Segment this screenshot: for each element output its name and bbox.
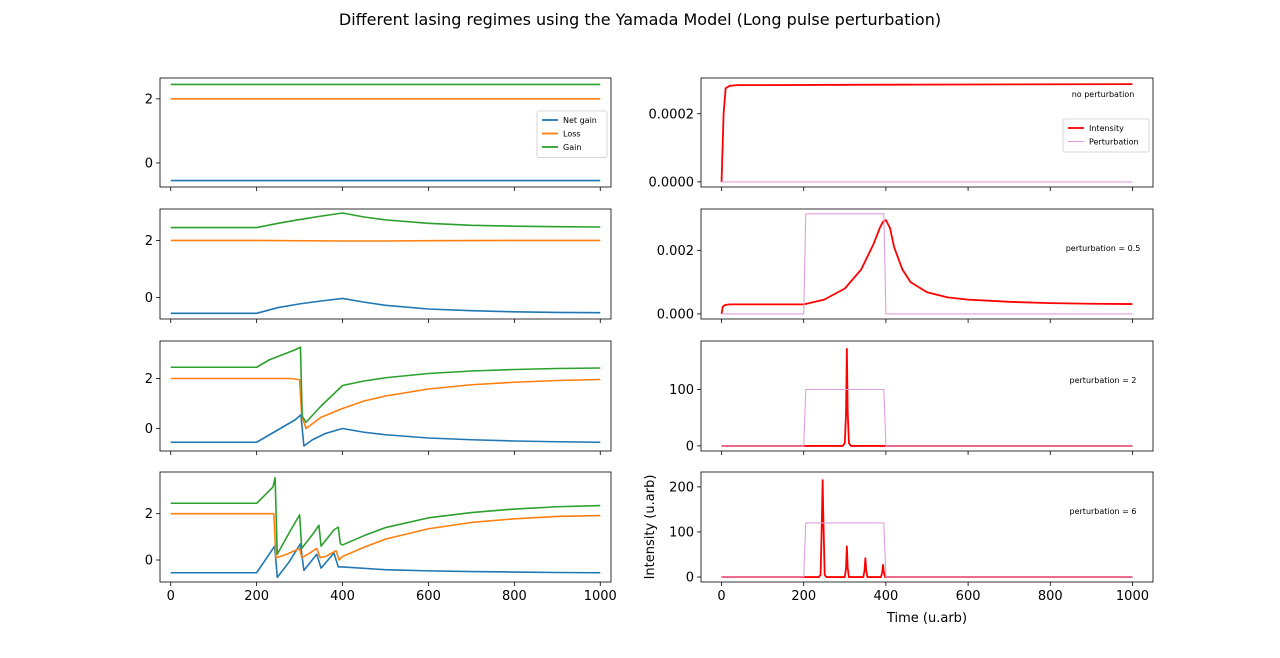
- annotation-text: perturbation = 0.5: [1066, 244, 1141, 253]
- legend-entry: Gain: [563, 143, 581, 152]
- x-tick-label: 800: [502, 589, 527, 604]
- annotation-text: perturbation = 2: [1070, 376, 1137, 385]
- legend: Net gain Loss Gain: [536, 110, 608, 158]
- legend-entry: Intensity: [1089, 124, 1124, 133]
- y-tick-label: 0.000: [657, 307, 694, 322]
- panel-left-1: 02: [145, 208, 612, 323]
- x-tick-label: 600: [956, 589, 981, 604]
- series-line-gain: [170, 212, 601, 229]
- series-group: [170, 83, 601, 182]
- y-tick-label: 0: [686, 439, 694, 454]
- series-group: [170, 212, 601, 315]
- panel-left-3: 0 200 400 600 800 1000 0 2: [145, 471, 617, 604]
- x-tick-label: 400: [330, 589, 355, 604]
- y-tick-label: 0: [145, 156, 153, 171]
- y-axis-title: Intensity (u.arb): [643, 475, 658, 580]
- annotation-text: no perturbation: [1072, 90, 1135, 99]
- y-tick-label: 100: [669, 525, 694, 540]
- series-line-perturbation: [721, 522, 1133, 578]
- legend-entry: Net gain: [563, 116, 597, 125]
- x-tick-label: 400: [873, 589, 898, 604]
- x-tick-label: 0: [717, 589, 725, 604]
- series-group: [721, 479, 1133, 578]
- annotation-text: perturbation = 6: [1070, 507, 1137, 516]
- legend: Intensity Perturbation: [1062, 118, 1150, 153]
- plot-frame: [700, 208, 1154, 320]
- series-line-loss: [170, 239, 601, 242]
- panel-right-3: 0 200 400 600 800 1000 0 100 200 perturbation = 6…: [643, 471, 1154, 626]
- y-tick-label: 0: [145, 291, 153, 306]
- x-tick-label: 0: [167, 589, 175, 604]
- series-line-intensity: [721, 347, 1133, 447]
- y-tick-label: 0: [145, 422, 153, 437]
- legend-entry: Perturbation: [1089, 138, 1139, 147]
- series-line-intensity: [720, 219, 1133, 315]
- plot-frame: [700, 340, 1154, 452]
- series-line-net-gain: [170, 297, 601, 315]
- series-line-perturbation: [721, 388, 1133, 447]
- series-line-loss: [170, 377, 601, 430]
- panel-right-1: 0.000 0.002 perturbation = 0.5: [657, 208, 1154, 323]
- y-tick-label: 0: [686, 571, 694, 586]
- x-tick-label: 600: [416, 589, 441, 604]
- plot-frame: [159, 208, 612, 320]
- series-line-gain: [170, 346, 601, 424]
- plot-frame: [159, 471, 612, 583]
- series-line-net-gain: [170, 542, 601, 579]
- y-tick-label: 200: [669, 480, 694, 495]
- panel-left-2: 02: [145, 340, 612, 455]
- y-tick-label: 2: [145, 234, 153, 249]
- y-tick-label: 0.0002: [649, 107, 695, 122]
- panel-left-0: 0 2 Net gain Loss Gain: [145, 77, 612, 191]
- series-line-loss: [170, 512, 601, 561]
- x-tick-label: 1000: [584, 589, 617, 604]
- series-group: [170, 346, 601, 447]
- y-tick-label: 0: [145, 554, 153, 569]
- x-tick-label: 800: [1038, 589, 1063, 604]
- series-line-gain: [170, 476, 601, 556]
- series-line-intensity: [721, 479, 1133, 578]
- panel-right-2: 0 100 perturbation = 2: [669, 340, 1154, 455]
- series-group: [720, 83, 1133, 183]
- x-tick-label: 200: [244, 589, 269, 604]
- y-tick-label: 2: [145, 92, 153, 107]
- plot-frame: [700, 77, 1154, 188]
- plot-frame: [159, 340, 612, 452]
- series-line-perturbation: [721, 213, 1133, 315]
- figure-title: Different lasing regimes using the Yamad…: [339, 10, 941, 29]
- series-group: [721, 347, 1133, 447]
- x-tick-label: 1000: [1116, 589, 1149, 604]
- y-tick-label: 0.0000: [649, 175, 695, 190]
- panel-right-0: 0.0000 0.0002 no perturbation Intensity Pert…: [649, 77, 1154, 191]
- y-tick-label: 2: [145, 507, 153, 522]
- y-tick-label: 100: [669, 383, 694, 398]
- legend-entry: Loss: [563, 130, 581, 139]
- plot-frame: [700, 471, 1154, 583]
- legend-box: [1062, 118, 1150, 153]
- series-group: [720, 213, 1133, 315]
- y-tick-label: 2: [145, 372, 153, 387]
- plot-frame: [159, 77, 612, 188]
- series-line-intensity: [720, 83, 1133, 182]
- series-line-net-gain: [170, 413, 601, 447]
- x-tick-label: 200: [791, 589, 816, 604]
- x-axis-title: Time (u.arb): [886, 611, 967, 626]
- series-group: [170, 476, 601, 579]
- legend-box: [536, 110, 608, 158]
- y-tick-label: 0.002: [657, 244, 694, 259]
